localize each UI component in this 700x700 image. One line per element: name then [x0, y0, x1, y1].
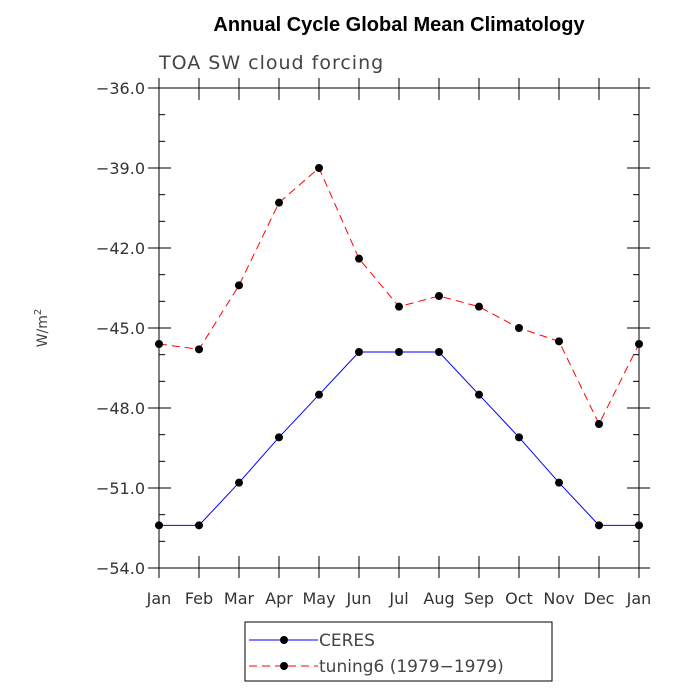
xtick-label: Mar [224, 589, 255, 608]
ytick-label: −36.0 [96, 79, 145, 98]
chart-title: Annual Cycle Global Mean Climatology [213, 14, 585, 36]
data-point [435, 292, 443, 300]
xtick-label: Jan [146, 589, 172, 608]
data-point [195, 521, 203, 530]
ytick-label: −48.0 [96, 399, 145, 418]
data-point [235, 281, 243, 290]
legend-marker [280, 662, 288, 670]
legend-label: tuning6 (1979−1979) [319, 657, 504, 677]
legend-marker [280, 636, 288, 644]
legend-label: CERES [319, 631, 375, 651]
legend: CERES tuning6 (1979−1979) [244, 621, 553, 682]
series-tuning6 [155, 164, 643, 428]
series-line [159, 351, 639, 526]
data-point [355, 254, 363, 263]
data-point [515, 324, 523, 332]
data-point [355, 348, 363, 356]
data-point [315, 164, 323, 172]
xtick-label: May [302, 589, 335, 608]
svg-text:W/m2: W/m2 [33, 309, 51, 348]
plot-frame [158, 87, 640, 569]
data-point [555, 337, 563, 346]
y-axis-label: W/m2 [33, 309, 51, 348]
data-point [595, 521, 603, 530]
xtick-label: Jan [626, 589, 652, 608]
xtick-label: Sep [464, 589, 494, 608]
xtick-label: Jun [346, 589, 372, 608]
data-point [275, 433, 283, 442]
data-point [515, 433, 523, 442]
legend-box [244, 621, 553, 682]
series-ceres [155, 348, 643, 530]
data-point [275, 198, 283, 207]
xtick-label: Apr [265, 589, 293, 608]
data-point [435, 348, 443, 356]
data-point [555, 478, 563, 487]
ytick-label: −45.0 [96, 319, 145, 338]
xtick-label: Aug [423, 589, 454, 608]
ytick-label: −42.0 [96, 239, 145, 258]
data-point [195, 345, 203, 354]
data-point [475, 390, 483, 399]
series-line [158, 167, 640, 426]
chart-subtitle: TOA SW cloud forcing [158, 52, 384, 74]
data-point [395, 302, 403, 311]
y-axis-label-superscript: 2 [33, 309, 44, 315]
y-axis-label-text: W/m [35, 315, 51, 347]
xtick-label: Jul [388, 589, 408, 608]
xtick-label: Feb [185, 589, 213, 608]
data-point [395, 348, 403, 356]
xtick-label: Oct [505, 589, 533, 608]
data-point [235, 478, 243, 487]
ytick-label: −39.0 [96, 159, 145, 178]
data-point [315, 390, 323, 399]
ytick-label: −54.0 [96, 559, 145, 578]
data-point [595, 420, 603, 428]
xtick-label: Nov [543, 589, 574, 608]
xtick-label: Dec [584, 589, 615, 608]
ytick-label: −51.0 [96, 479, 145, 498]
data-point [475, 302, 483, 311]
